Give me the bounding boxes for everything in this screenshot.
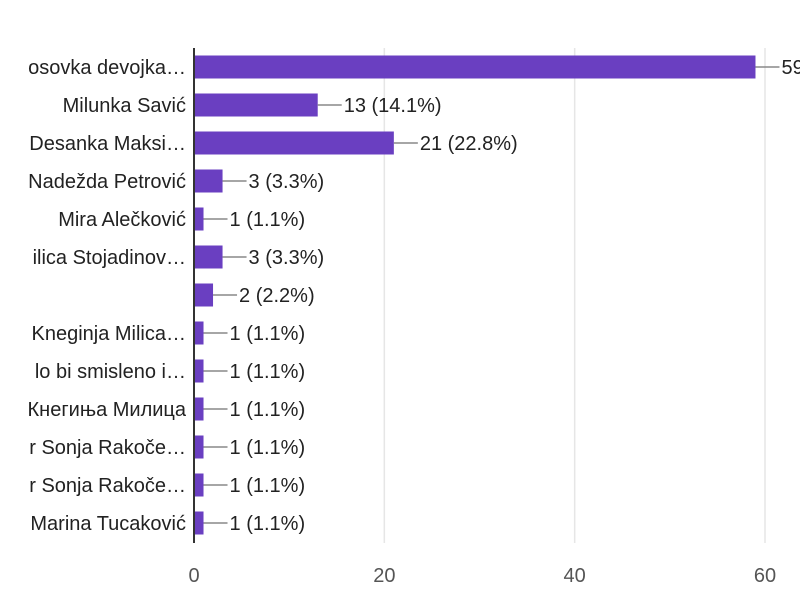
value-label: 1 (1.1%) [230,209,306,231]
x-tick-label: 20 [373,565,395,587]
x-tick-label: 40 [564,565,586,587]
x-tick-label: 60 [754,565,776,587]
category-label: r Sonja Rakoče… [29,475,186,497]
category-label: Nadežda Petrović [28,171,186,193]
gridlines [383,48,766,543]
bar [194,93,318,117]
category-label: osovka devojka… [28,57,186,79]
x-tick-label: 0 [188,565,199,587]
category-label: Mira Alečković [58,209,186,231]
category-label: Marina Tucaković [30,513,186,535]
labels: 59 osovka devojka… 13 (14.1%) Milunka Savić… [28,57,800,535]
bar [194,511,204,535]
value-label: 1 (1.1%) [230,399,306,421]
value-label: 3 (3.3%) [249,171,325,193]
value-label: 1 (1.1%) [230,513,306,535]
bar [194,473,204,497]
bar [194,283,214,307]
category-label: ilica Stojadinov… [33,247,186,269]
bar [194,55,756,79]
bars [194,55,756,535]
category-label: Kneginja Milica… [31,323,186,345]
value-label: 13 (14.1%) [344,95,442,117]
bar [194,435,204,459]
value-label: 1 (1.1%) [230,475,306,497]
bar [194,245,223,269]
x-axis-ticks: 0 20 40 60 [188,565,776,587]
value-label: 21 (22.8%) [420,133,518,155]
bar [194,131,394,155]
bar [194,359,204,383]
value-label: 1 (1.1%) [230,437,306,459]
bar [194,207,204,231]
bar [194,169,223,193]
category-label: Desanka Maksi… [29,133,186,155]
bar [194,321,204,345]
category-label: r Sonja Rakoče… [29,437,186,459]
value-label: 3 (3.3%) [249,247,325,269]
bar [194,397,204,421]
value-label: 2 (2.2%) [239,285,315,307]
value-label: 1 (1.1%) [230,361,306,383]
category-label: Milunka Savić [63,95,186,117]
category-label: Кнегиња Милица [28,399,187,421]
value-label: 59 [781,57,800,79]
category-label: lo bi smisleno i… [35,361,186,383]
value-label: 1 (1.1%) [230,323,306,345]
